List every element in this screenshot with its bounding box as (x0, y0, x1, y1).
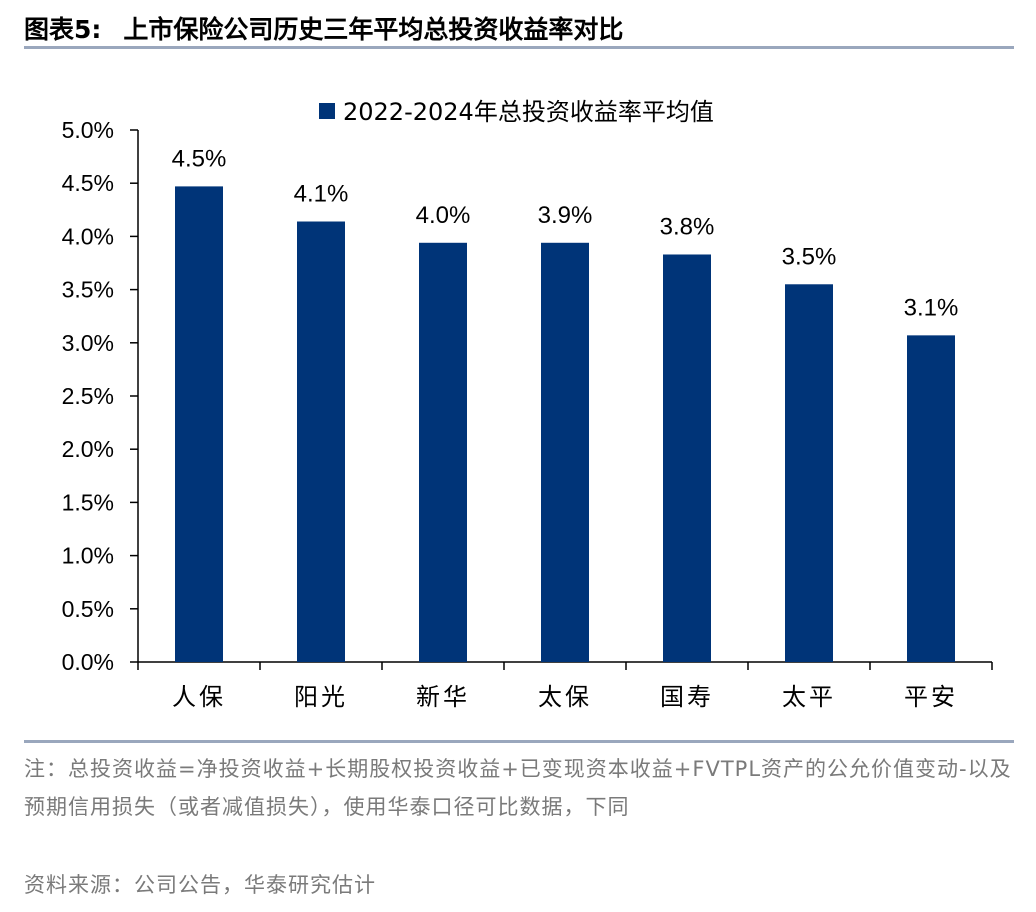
figure-title: 图表5: 上市保险公司历史三年平均总投资收益率对比 (24, 10, 1014, 44)
data-label: 4.1% (294, 181, 349, 208)
y-tick-label: 2.0% (62, 436, 114, 462)
data-label: 3.9% (538, 202, 593, 229)
data-label: 3.8% (660, 213, 715, 240)
bar (419, 242, 467, 662)
y-tick-label: 3.5% (62, 277, 114, 303)
bar (907, 335, 955, 662)
y-tick-label: 4.0% (62, 223, 114, 249)
y-tick-label: 4.5% (62, 170, 114, 196)
data-label: 3.5% (782, 243, 837, 270)
data-label: 3.1% (904, 294, 959, 321)
x-category-label: 太平 (782, 683, 836, 711)
y-tick-label: 1.5% (62, 489, 114, 515)
chart-source: 资料来源：公司公告，华泰研究估计 (24, 873, 376, 897)
x-category-label: 太保 (538, 683, 592, 711)
bar (175, 186, 223, 662)
x-category-label: 平安 (904, 683, 958, 711)
y-tick-label: 0.0% (62, 649, 114, 675)
bar-chart: 2022-2024年总投资收益率平均值 0.0% 0.5% 1.0% 1.5% 2.0% 2… (62, 98, 993, 711)
y-tick-label: 3.0% (62, 330, 114, 356)
bar (297, 221, 345, 662)
data-label: 4.0% (416, 202, 471, 229)
bar (785, 284, 833, 662)
legend-swatch (319, 103, 335, 119)
y-tick-label: 2.5% (62, 383, 114, 409)
top-rule (24, 46, 1014, 49)
x-category-label: 新华 (416, 683, 470, 711)
y-tick-label: 0.5% (62, 596, 114, 622)
x-category-label: 阳光 (294, 683, 348, 711)
chart-note: 注：总投资收益=净投资收益+长期股权投资收益+已变现资本收益+FVTPL资产的公… (24, 757, 1012, 819)
data-label: 4.5% (172, 145, 227, 172)
bar (663, 254, 711, 662)
figure-title-text: 上市保险公司历史三年平均总投资收益率对比 (123, 15, 624, 44)
y-tick-label: 1.0% (62, 543, 114, 569)
x-category-label: 人保 (172, 683, 226, 711)
y-tick-label: 5.0% (62, 117, 114, 143)
x-category-label: 国寿 (660, 683, 714, 711)
legend-label: 2022-2024年总投资收益率平均值 (343, 98, 714, 126)
bar (541, 242, 589, 662)
bottom-rule (24, 740, 1014, 743)
figure-label: 图表5: (24, 15, 102, 44)
